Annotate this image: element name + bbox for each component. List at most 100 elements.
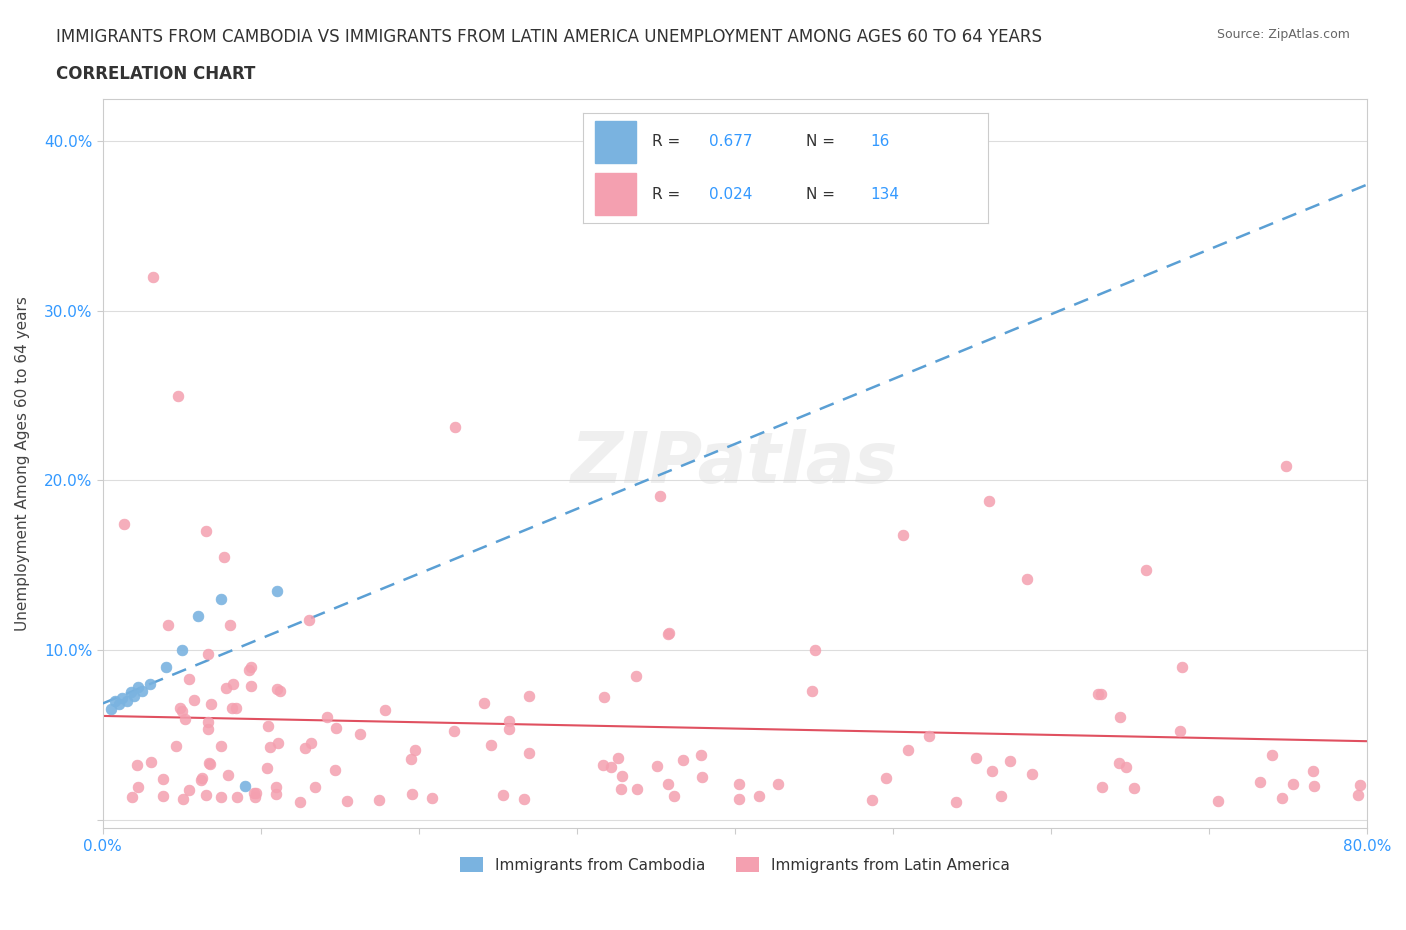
Point [672,753,695,768]
Point [152,789,174,804]
Point [498,722,520,737]
Point [401,787,423,802]
Point [121,790,143,804]
Point [917,728,939,743]
Point [226,790,249,804]
Point [167,388,190,403]
Point [264,787,287,802]
Point [517,746,540,761]
Point [658,625,681,640]
Point [170,643,193,658]
Point [239,678,262,693]
Text: CORRELATION CHART: CORRELATION CHART [56,65,256,83]
Text: ZIPatlas: ZIPatlas [571,429,898,498]
Point [179,783,201,798]
Point [645,759,668,774]
Point [420,790,443,805]
Point [221,701,243,716]
Point [891,528,914,543]
Point [173,711,195,726]
Point [259,739,281,754]
Point [197,646,219,661]
Point [194,524,217,538]
Point [107,697,129,711]
Point [1122,781,1144,796]
Point [266,583,288,598]
Point [998,753,1021,768]
Point [657,777,679,791]
Point [592,758,614,773]
Point [1115,760,1137,775]
Point [1135,563,1157,578]
Point [444,419,467,434]
Point [120,685,142,700]
Point [1271,790,1294,805]
Point [197,721,219,736]
Point [183,692,205,707]
Point [190,772,212,787]
Point [1021,767,1043,782]
Point [1087,686,1109,701]
Point [124,688,146,703]
Point [100,702,122,717]
Point [288,795,311,810]
Point [256,761,278,776]
Point [172,703,194,718]
Point [443,724,465,738]
Point [349,726,371,741]
Point [1303,779,1326,794]
Point [172,791,194,806]
Point [600,759,623,774]
Point [152,771,174,786]
Point [401,751,423,766]
Point [768,777,790,791]
Point [141,270,163,285]
Point [1108,755,1130,770]
Point [513,791,536,806]
Point [225,700,247,715]
Point [218,618,240,632]
Point [610,781,633,796]
Point [404,742,426,757]
Point [240,659,263,674]
Point [626,781,648,796]
Point [624,669,647,684]
Point [221,676,243,691]
Point [517,688,540,703]
Point [209,790,232,804]
Point [875,771,897,786]
Point [198,756,221,771]
Point [491,788,513,803]
Point [1249,774,1271,789]
Point [1206,793,1229,808]
Point [212,550,235,565]
Point [1302,764,1324,778]
Point [1281,777,1303,791]
Point [238,662,260,677]
Point [606,751,628,765]
Point [115,694,138,709]
Point [127,779,149,794]
Point [1091,779,1114,794]
Point [325,721,347,736]
Point [748,789,770,804]
Y-axis label: Unemployment Among Ages 60 to 64 years: Unemployment Among Ages 60 to 64 years [15,296,30,631]
Point [195,788,218,803]
Point [1108,710,1130,724]
Point [610,769,633,784]
Point [1275,458,1298,473]
Point [233,778,256,793]
Point [127,680,149,695]
Point [209,738,232,753]
Point [215,681,238,696]
Point [217,767,239,782]
Point [209,591,232,606]
Point [187,608,209,623]
Point [727,792,749,807]
Point [304,779,326,794]
Point [1261,748,1284,763]
Point [897,743,920,758]
Point [191,770,214,785]
Point [165,738,187,753]
Point [368,793,391,808]
